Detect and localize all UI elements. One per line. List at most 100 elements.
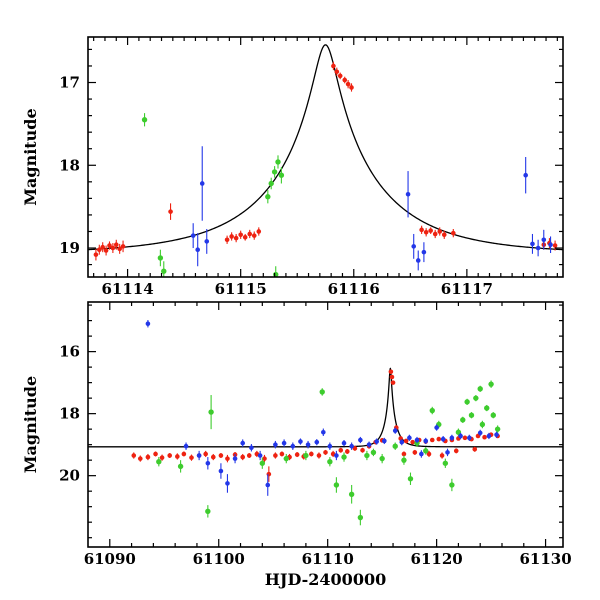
data-point: [345, 81, 351, 87]
data-point: [449, 482, 455, 488]
tick-labels: 61090 61100 61110 61120 61130 16 18 20: [59, 343, 572, 568]
panel-bottom: 61090 61100 61110 61120 61130 16 18 20 Magnitude…: [21, 301, 572, 589]
model-curve: [88, 44, 563, 251]
data-point: [204, 239, 210, 244]
data-point: [437, 229, 443, 234]
data-point: [271, 169, 278, 175]
data-point: [407, 476, 414, 482]
data-point: [196, 453, 202, 458]
data-point: [175, 454, 180, 459]
data-point: [429, 437, 435, 443]
data-point: [426, 451, 432, 457]
data-point: [113, 242, 119, 248]
data-point: [344, 449, 350, 454]
data-point: [161, 268, 167, 274]
data-point: [290, 443, 296, 449]
data-point: [357, 514, 364, 521]
data-point: [232, 456, 238, 461]
x-tick-label: 61130: [519, 550, 571, 568]
data-point: [327, 443, 333, 449]
data-point: [405, 191, 411, 197]
data-point: [374, 439, 380, 444]
data-point: [455, 429, 462, 435]
data-point: [298, 439, 303, 444]
data-point: [281, 440, 287, 446]
data-point: [107, 243, 112, 248]
data-point: [262, 456, 267, 461]
data-point: [482, 434, 487, 440]
data-point: [256, 229, 262, 234]
data-point: [157, 255, 164, 261]
data-point: [100, 244, 106, 250]
data-point: [210, 454, 216, 460]
data-point: [137, 456, 143, 461]
data-point: [225, 456, 230, 461]
panel-top: 61114 61115 61116 61117 17 18 19 Magnitude: [21, 36, 564, 298]
data-point: [412, 450, 418, 455]
data-point: [319, 389, 325, 395]
x-tick-label: 61114: [101, 280, 153, 298]
data-point: [246, 453, 252, 458]
data-point: [249, 445, 254, 451]
data-point: [414, 437, 420, 443]
data-point: [407, 435, 412, 441]
data-point: [464, 399, 470, 405]
data-point: [205, 460, 211, 466]
data-point: [247, 231, 253, 237]
data-point: [294, 452, 300, 457]
data-point: [423, 448, 429, 454]
data-point: [467, 435, 472, 441]
y-tick-label: 19: [59, 239, 80, 257]
data-point: [303, 452, 309, 459]
data-point: [490, 412, 496, 418]
data-point: [410, 439, 415, 445]
x-tick-label: 61120: [411, 550, 463, 568]
y-tick-label: 16: [59, 343, 80, 361]
data-point: [401, 451, 407, 457]
data-point: [441, 232, 447, 238]
data-point: [145, 454, 151, 460]
data-point: [477, 386, 483, 392]
ticks: [88, 37, 563, 277]
data-point: [488, 381, 494, 387]
data-point: [382, 438, 387, 444]
data-point: [494, 432, 499, 438]
data-point: [486, 433, 492, 439]
y-tick-label: 18: [59, 405, 80, 423]
data-point: [257, 453, 263, 458]
data-point: [208, 409, 214, 415]
data-point: [93, 252, 99, 257]
data-point: [167, 453, 173, 458]
series-blue-photometry: [190, 146, 553, 271]
data-point: [411, 244, 417, 249]
data-point: [442, 460, 449, 466]
data-point: [421, 249, 427, 255]
data-point: [348, 491, 355, 497]
data-point: [251, 233, 257, 238]
data-point: [240, 440, 246, 446]
data-point: [530, 241, 535, 247]
data-point: [473, 395, 479, 401]
data-point: [305, 442, 311, 447]
data-point: [110, 245, 116, 251]
data-point: [117, 246, 122, 252]
data-point: [423, 230, 429, 235]
data-point: [334, 453, 339, 458]
data-point: [218, 468, 224, 474]
data-point: [415, 258, 421, 263]
data-point: [283, 455, 289, 462]
data-point: [462, 435, 468, 441]
data-point: [279, 451, 285, 457]
data-point: [341, 440, 347, 446]
y-axis-label: Magnitude: [21, 376, 40, 473]
data-point: [323, 450, 328, 455]
data-point: [370, 449, 377, 456]
data-point: [349, 85, 354, 90]
x-tick-label: 61116: [328, 280, 380, 298]
data-point: [366, 442, 372, 447]
data-point: [97, 247, 102, 252]
y-tick-label: 20: [59, 467, 80, 485]
data-point: [479, 421, 486, 428]
x-tick-label: 61100: [193, 550, 245, 568]
data-point: [423, 438, 429, 444]
